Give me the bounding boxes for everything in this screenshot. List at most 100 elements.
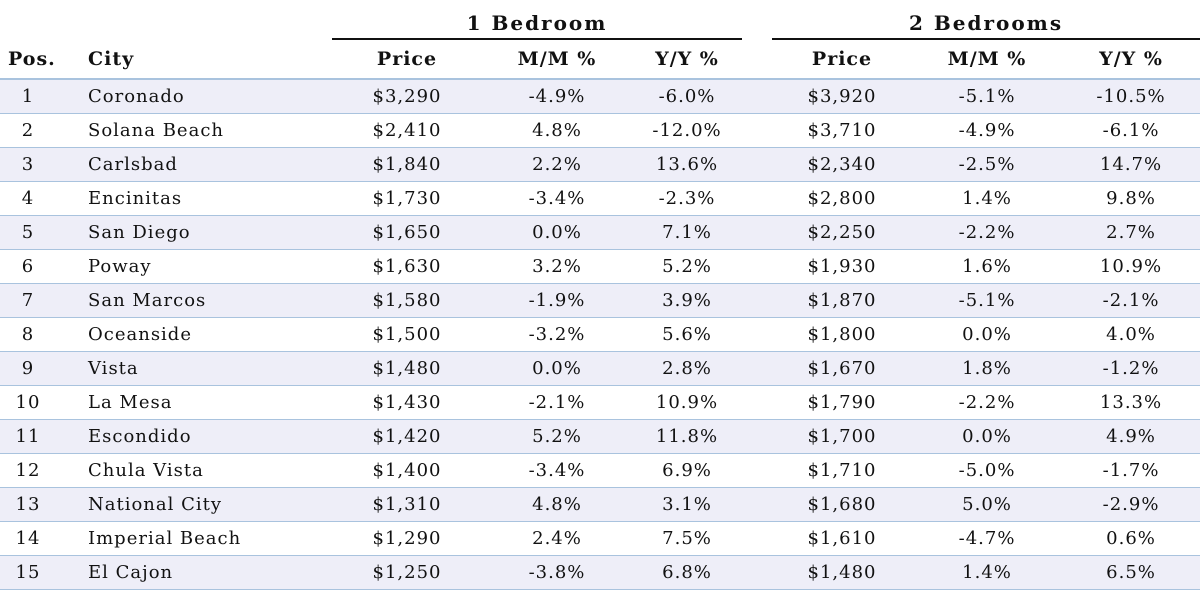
table-row: 14 Imperial Beach $1,290 2.4% 7.5% $1,610 -4.7… [0, 521, 1200, 556]
cell-yy-1br: 11.8% [632, 419, 743, 454]
cell-price-2br: $1,610 [772, 521, 913, 556]
cell-city: National City [66, 487, 332, 522]
cell-city: Vista [66, 351, 332, 386]
column-header-city: City [66, 39, 332, 80]
cell-pos: 4 [0, 181, 66, 216]
cell-yy-2br: -1.2% [1062, 351, 1200, 386]
cell-yy-1br: 6.9% [632, 453, 743, 488]
table-body: 1 Coronado $3,290 -4.9% -6.0% $3,920 -5.1% -10.… [0, 79, 1200, 590]
cell-price-1br: $1,400 [332, 453, 482, 488]
cell-yy-2br: -2.1% [1062, 283, 1200, 318]
cell-pos: 2 [0, 113, 66, 148]
cell-gap [742, 249, 773, 284]
cell-pos: 11 [0, 419, 66, 454]
group-header-row: 1 Bedroom 2 Bedrooms [0, 8, 1200, 40]
cell-price-1br: $1,730 [332, 181, 482, 216]
cell-mm-1br: -4.9% [482, 79, 632, 114]
cell-mm-2br: 1.4% [912, 181, 1063, 216]
cell-gap [742, 385, 773, 420]
table-row: 4 Encinitas $1,730 -3.4% -2.3% $2,800 1.4% 9.8% [0, 181, 1200, 216]
cell-city: Coronado [66, 79, 332, 114]
cell-city: Encinitas [66, 181, 332, 216]
table-row: 11 Escondido $1,420 5.2% 11.8% $1,700 0.0% 4.9% [0, 419, 1200, 454]
table-row: 2 Solana Beach $2,410 4.8% -12.0% $3,710 -4.9%… [0, 113, 1200, 148]
cell-yy-1br: 7.5% [632, 521, 743, 556]
cell-mm-1br: -3.4% [482, 453, 632, 488]
cell-pos: 1 [0, 79, 66, 114]
cell-mm-2br: -4.9% [912, 113, 1063, 148]
cell-price-2br: $1,670 [772, 351, 913, 386]
column-header-mm-2br: M/M % [912, 39, 1063, 80]
cell-mm-1br: 3.2% [482, 249, 632, 284]
cell-price-1br: $1,580 [332, 283, 482, 318]
cell-price-2br: $1,930 [772, 249, 913, 284]
table-row: 8 Oceanside $1,500 -3.2% 5.6% $1,800 0.0% 4.0% [0, 317, 1200, 352]
cell-yy-2br: -6.1% [1062, 113, 1200, 148]
cell-mm-1br: -3.4% [482, 181, 632, 216]
cell-pos: 8 [0, 317, 66, 352]
column-header-yy-1br: Y/Y % [632, 39, 743, 80]
cell-city: El Cajon [66, 555, 332, 590]
cell-gap [742, 283, 773, 318]
cell-mm-2br: 1.4% [912, 555, 1063, 590]
column-header-mm-1br: M/M % [482, 39, 632, 80]
cell-gap [742, 487, 773, 522]
cell-mm-2br: -2.2% [912, 215, 1063, 250]
cell-city: San Marcos [66, 283, 332, 318]
cell-price-2br: $2,250 [772, 215, 913, 250]
cell-mm-2br: -5.1% [912, 283, 1063, 318]
cell-price-1br: $1,310 [332, 487, 482, 522]
table-row: 15 El Cajon $1,250 -3.8% 6.8% $1,480 1.4% 6.5% [0, 555, 1200, 590]
cell-gap [742, 147, 773, 182]
cell-yy-1br: 2.8% [632, 351, 743, 386]
table-row: 6 Poway $1,630 3.2% 5.2% $1,930 1.6% 10.9% [0, 249, 1200, 284]
cell-yy-2br: 2.7% [1062, 215, 1200, 250]
cell-price-1br: $1,500 [332, 317, 482, 352]
cell-price-1br: $3,290 [332, 79, 482, 114]
cell-mm-1br: -3.8% [482, 555, 632, 590]
group-header-2-bedrooms: 2 Bedrooms [772, 8, 1200, 40]
cell-pos: 14 [0, 521, 66, 556]
column-header-price-1br: Price [332, 39, 482, 80]
cell-price-2br: $1,800 [772, 317, 913, 352]
table-row: 5 San Diego $1,650 0.0% 7.1% $2,250 -2.2% 2.7% [0, 215, 1200, 250]
cell-mm-1br: 2.4% [482, 521, 632, 556]
cell-gap [742, 453, 773, 488]
cell-pos: 15 [0, 555, 66, 590]
cell-gap [742, 79, 773, 114]
cell-city: La Mesa [66, 385, 332, 420]
cell-mm-2br: 1.8% [912, 351, 1063, 386]
cell-pos: 13 [0, 487, 66, 522]
cell-price-1br: $1,650 [332, 215, 482, 250]
cell-mm-1br: -3.2% [482, 317, 632, 352]
cell-yy-2br: 0.6% [1062, 521, 1200, 556]
cell-price-2br: $1,700 [772, 419, 913, 454]
column-header-yy-2br: Y/Y % [1062, 39, 1200, 80]
cell-yy-2br: -1.7% [1062, 453, 1200, 488]
cell-mm-1br: 0.0% [482, 215, 632, 250]
group-header-1-bedroom: 1 Bedroom [332, 8, 743, 40]
cell-mm-1br: 4.8% [482, 113, 632, 148]
cell-city: Poway [66, 249, 332, 284]
cell-yy-1br: 10.9% [632, 385, 743, 420]
cell-mm-1br: -2.1% [482, 385, 632, 420]
cell-price-1br: $1,630 [332, 249, 482, 284]
table-row: 3 Carlsbad $1,840 2.2% 13.6% $2,340 -2.5% 14.7% [0, 147, 1200, 182]
cell-mm-1br: 5.2% [482, 419, 632, 454]
cell-city: Oceanside [66, 317, 332, 352]
cell-mm-2br: 5.0% [912, 487, 1063, 522]
cell-pos: 3 [0, 147, 66, 182]
table-row: 13 National City $1,310 4.8% 3.1% $1,680 5.0% -… [0, 487, 1200, 522]
cell-price-1br: $2,410 [332, 113, 482, 148]
cell-gap [742, 317, 773, 352]
cell-city: Carlsbad [66, 147, 332, 182]
cell-gap [742, 555, 773, 590]
cell-price-1br: $1,480 [332, 351, 482, 386]
cell-yy-1br: -12.0% [632, 113, 743, 148]
cell-mm-2br: 0.0% [912, 317, 1063, 352]
cell-mm-1br: 4.8% [482, 487, 632, 522]
cell-yy-1br: 6.8% [632, 555, 743, 590]
column-header-price-2br: Price [772, 39, 913, 80]
cell-pos: 6 [0, 249, 66, 284]
cell-price-2br: $1,790 [772, 385, 913, 420]
